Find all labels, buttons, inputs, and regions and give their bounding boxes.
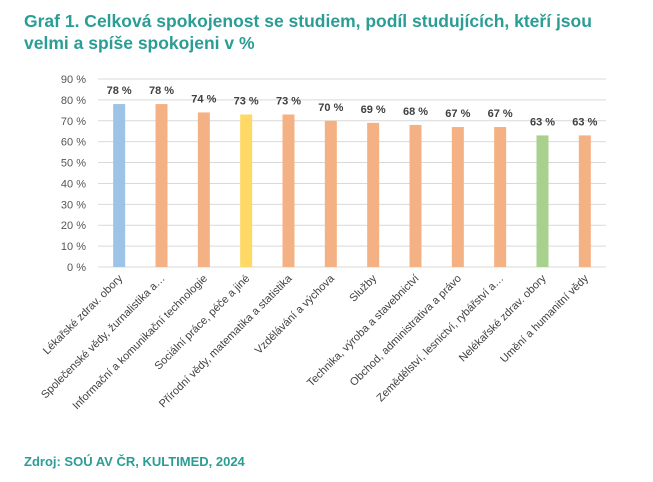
data-label: 73 % — [276, 96, 301, 108]
bars — [113, 104, 591, 268]
data-label: 69 % — [361, 104, 386, 116]
bar — [240, 114, 253, 267]
bar — [197, 112, 210, 267]
x-tick-label: Vzdělávání a výchova — [253, 272, 338, 357]
data-label: 78 % — [107, 85, 132, 97]
y-tick-label: 80 % — [61, 95, 86, 107]
data-label: 67 % — [488, 108, 513, 120]
data-label: 78 % — [149, 85, 174, 97]
y-axis-ticks: 0 % 10 % 20 % 30 % 40 % 50 % 60 % 70 % 80 % 90 % — [61, 74, 86, 274]
y-tick-label: 30 % — [61, 199, 86, 211]
bar — [451, 127, 464, 268]
x-tick-label: Umění a humanitní vědy — [498, 272, 591, 365]
data-label: 74 % — [191, 93, 216, 105]
bar — [155, 104, 168, 267]
bar — [578, 135, 591, 267]
y-tick-label: 60 % — [61, 137, 86, 149]
data-label: 73 % — [234, 96, 259, 108]
bar — [113, 104, 126, 267]
y-tick-label: 90 % — [61, 74, 86, 86]
data-label: 68 % — [403, 106, 428, 118]
bar — [324, 120, 337, 268]
bar — [409, 124, 422, 267]
y-tick-label: 20 % — [61, 220, 86, 232]
bar — [282, 114, 295, 267]
data-labels: 78 % 78 % 74 % 73 % 73 % 70 % 69 % 68 % 67 % 67 %… — [107, 85, 598, 128]
y-tick-label: 10 % — [61, 241, 86, 253]
y-tick-label: 40 % — [61, 178, 86, 190]
data-label: 63 % — [530, 116, 555, 128]
data-label: 70 % — [318, 102, 343, 114]
data-label: 63 % — [572, 116, 597, 128]
x-tick-label: Lékařské zdrav. obory — [41, 272, 126, 357]
bar — [494, 127, 507, 268]
gridlines — [98, 78, 606, 268]
y-tick-label: 50 % — [61, 158, 86, 170]
bar — [367, 122, 380, 267]
x-tick-label: Služby — [347, 272, 379, 304]
chart-title: Graf 1. Celková spokojenost se studiem, … — [24, 11, 592, 53]
source-note: Zdroj: SOÚ AV ČR, KULTIMED, 2024 — [24, 454, 245, 469]
bar — [536, 135, 549, 267]
data-label: 67 % — [445, 108, 470, 120]
y-tick-label: 0 % — [67, 262, 86, 274]
x-tick-label: Nelékařské zdrav. obory — [457, 272, 549, 364]
y-tick-label: 70 % — [61, 116, 86, 128]
